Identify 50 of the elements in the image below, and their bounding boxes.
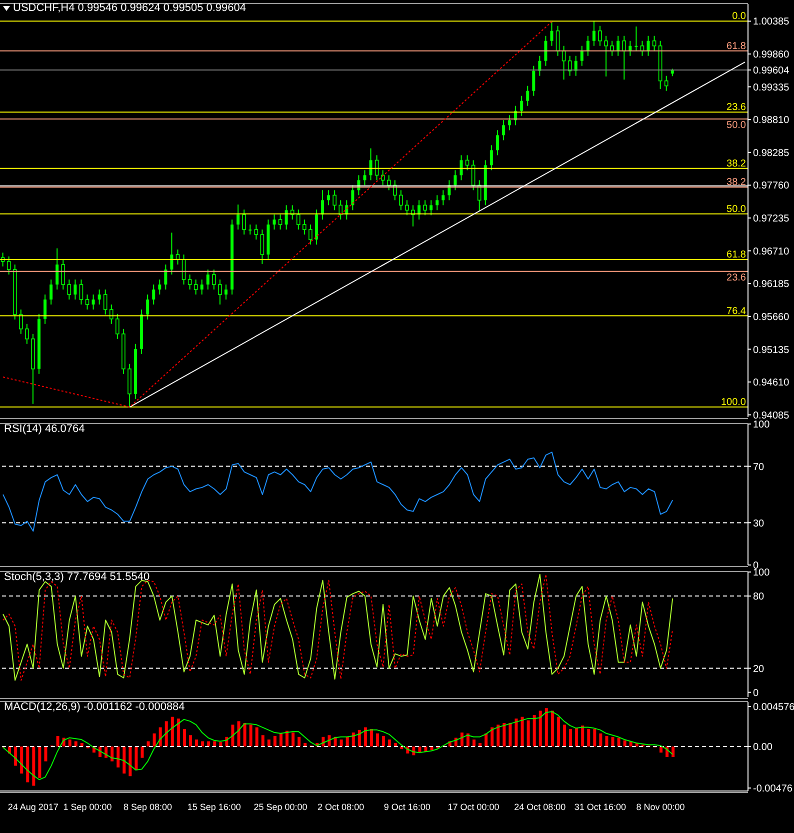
x-tick-label: 24 Aug 2017	[8, 802, 58, 812]
chart-title: RSI(14) 46.0764	[4, 423, 85, 435]
x-tick-label: 15 Sep 16:00	[187, 802, 241, 812]
x-tick-label: 31 Oct 16:00	[574, 802, 626, 812]
annotation: 50.0	[726, 204, 746, 215]
x-tick-label: 9 Oct 16:00	[384, 802, 430, 812]
y-tick-label: 0.004576	[753, 702, 794, 714]
x-tick-label: 8 Nov 00:00	[636, 802, 685, 812]
x-tick-label: 1 Sep 00:00	[63, 802, 112, 812]
chart-title: MACD(12,26,9) -0.001162 -0.000884	[4, 701, 185, 713]
y-tick-label: 100	[753, 568, 770, 579]
y-tick-label: 1.00385	[753, 16, 790, 28]
y-tick-label: 0.98285	[753, 148, 790, 159]
y-tick-label: 0.97760	[753, 180, 790, 192]
y-tick-label: 0.96710	[753, 246, 790, 258]
y-tick-label: 0.99335	[753, 82, 790, 94]
y-tick-label: 0.97235	[753, 214, 790, 225]
annotation: 100.0	[720, 397, 746, 408]
y-tick-label: 0.95135	[753, 344, 790, 356]
y-tick-label: -0.00476	[753, 784, 793, 795]
x-tick-label: 8 Sep 08:00	[124, 802, 172, 812]
y-tick-label: 0.96185	[753, 279, 790, 290]
y-tick-label: 0.99604	[753, 66, 790, 77]
x-tick-label: 17 Oct 00:00	[448, 802, 500, 812]
annotation: 50.0	[726, 120, 746, 132]
annotation: 0.0	[732, 11, 746, 22]
y-tick-label: 100	[753, 420, 770, 431]
chart-title: Stoch(5,3,3) 77.7694 51.5540	[4, 571, 150, 583]
x-tick-label: 24 Oct 08:00	[514, 802, 566, 812]
annotation: 38.2	[726, 158, 746, 170]
y-tick-label: 20	[753, 664, 765, 675]
y-tick-label: 0	[753, 688, 759, 699]
annotation: 76.4	[726, 306, 746, 317]
y-tick-label: 0.95660	[753, 312, 790, 323]
chart-title: USDCHF,H4 0.99546 0.99624 0.99505 0.99604	[13, 2, 246, 14]
y-tick-label: 30	[753, 518, 765, 530]
y-tick-label: 80	[753, 592, 765, 603]
annotation: 38.2	[726, 177, 746, 188]
y-tick-label: 70	[753, 462, 765, 473]
annotation: 61.8	[726, 40, 746, 52]
y-tick-label: 0.98810	[753, 115, 790, 126]
y-tick-label: 0.94610	[753, 378, 790, 389]
y-tick-label: 0.99860	[753, 50, 790, 61]
annotation: 23.6	[726, 272, 746, 284]
annotation: 61.8	[726, 250, 746, 261]
y-tick-label: 0.00	[753, 742, 773, 754]
y-tick-label: 0.94085	[753, 410, 790, 422]
x-tick-label: 25 Sep 00:00	[254, 802, 308, 812]
annotation: 23.6	[726, 102, 746, 114]
x-tick-label: 2 Oct 08:00	[318, 802, 364, 812]
